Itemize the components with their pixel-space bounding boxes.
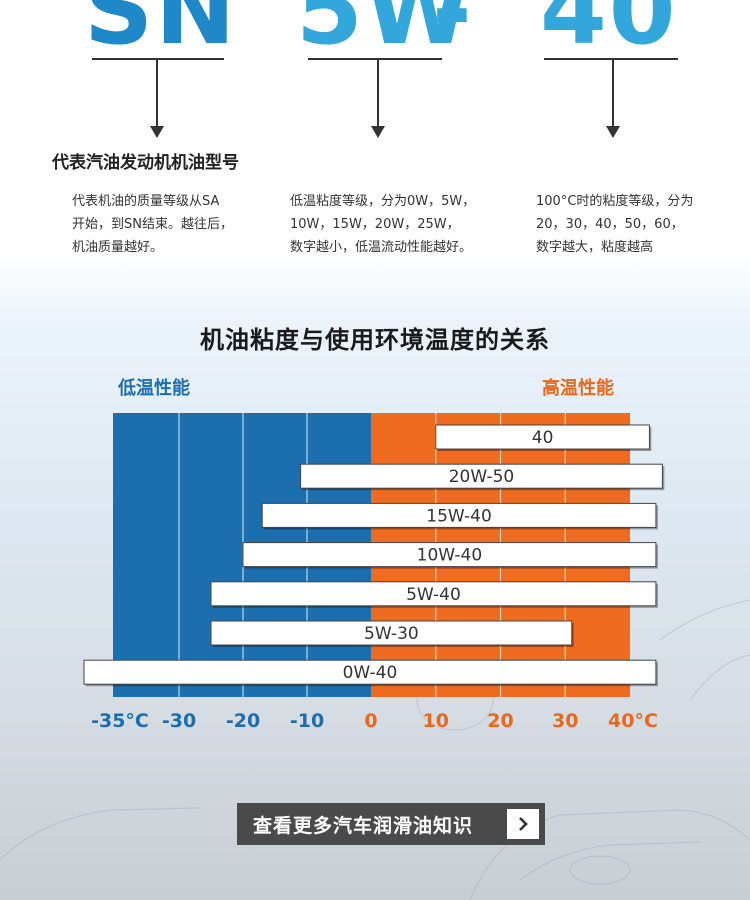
- viscosity-range-bar: [300, 463, 663, 489]
- high-temp-label: 高温性能: [542, 378, 614, 399]
- viscosity-range-bar: [435, 424, 650, 450]
- description-quality: 代表机油的质量等级从SA 开始，到SN结束。越往后， 机油质量越好。: [72, 190, 233, 259]
- viscosity-bar-label: 15W-40: [426, 506, 492, 526]
- underline-sn: [92, 58, 224, 60]
- spec-code-dash: -: [432, 0, 474, 52]
- more-knowledge-button[interactable]: 查看更多汽车润滑油知识: [237, 803, 545, 845]
- viscosity-temperature-chart: 40 20W-50 15W-40 10W-40 5W-40 5W-30 0W-40: [83, 413, 665, 697]
- low-temp-label: 低温性能: [118, 378, 190, 399]
- spec-code-low-temp: 5W: [296, 0, 473, 52]
- connector-sn: [156, 58, 158, 126]
- axis-tick-label: 40°C: [608, 710, 658, 732]
- axis-tick-label: 10: [422, 710, 449, 732]
- description-line: 低温粘度等级，分为0W，5W，: [290, 194, 476, 209]
- viscosity-bar-label: 10W-40: [417, 546, 483, 566]
- chart-title: 机油粘度与使用环境温度的关系: [200, 326, 550, 354]
- viscosity-range-bar: [261, 502, 657, 528]
- axis-tick-label: 20: [487, 710, 514, 732]
- connector-40: [612, 58, 614, 126]
- viscosity-bar-label: 5W-40: [406, 585, 461, 605]
- arrow-down-icon: [150, 126, 164, 138]
- axis-tick-label: 0: [364, 710, 378, 732]
- spec-title: 代表汽油发动机机油型号: [52, 153, 239, 173]
- viscosity-bar-label: 0W-40: [343, 663, 398, 683]
- description-line: 代表机油的质量等级从SA: [72, 194, 220, 209]
- axis-tick-label: 30: [552, 710, 579, 732]
- viscosity-range-bar: [242, 542, 657, 568]
- viscosity-bar-label: 20W-50: [449, 467, 515, 487]
- description-line: 数字越小，低温流动性能越好。: [290, 240, 473, 255]
- axis-tick-label: -10: [289, 710, 325, 732]
- description-line: 100°C时的粘度等级，分为: [536, 194, 694, 209]
- arrow-down-icon: [371, 126, 385, 138]
- axis-tick-label: -30: [161, 710, 197, 732]
- description-high-temp: 100°C时的粘度等级，分为 20，30，40，50，60， 数字越大，粘度越高: [536, 190, 693, 259]
- viscosity-range-bar: [210, 581, 657, 607]
- description-line: 20，30，40，50，60，: [536, 217, 684, 232]
- spec-code-high-temp: 40: [540, 0, 678, 52]
- chevron-right-icon: [507, 809, 539, 839]
- description-line: 开始，到SN结束。越往后，: [72, 217, 233, 232]
- axis-tick-label: -20: [225, 710, 261, 732]
- underline-5w: [308, 58, 442, 60]
- spec-code-quality: SN: [84, 0, 237, 52]
- viscosity-range-bar: [83, 659, 657, 685]
- description-line: 10W，15W，20W，25W，: [290, 217, 460, 232]
- description-low-temp: 低温粘度等级，分为0W，5W， 10W，15W，20W，25W， 数字越小，低温…: [290, 190, 475, 259]
- arrow-down-icon: [606, 126, 620, 138]
- more-knowledge-label: 查看更多汽车润滑油知识: [253, 814, 474, 837]
- viscosity-bar-label: 5W-30: [364, 624, 419, 644]
- axis-tick-label: -35°C: [91, 710, 149, 732]
- description-line: 数字越大，粘度越高: [536, 240, 654, 255]
- description-line: 机油质量越好。: [72, 240, 164, 255]
- viscosity-range-bar: [210, 620, 573, 646]
- underline-40: [544, 58, 678, 60]
- viscosity-bar-label: 40: [532, 428, 554, 448]
- connector-5w: [377, 58, 379, 126]
